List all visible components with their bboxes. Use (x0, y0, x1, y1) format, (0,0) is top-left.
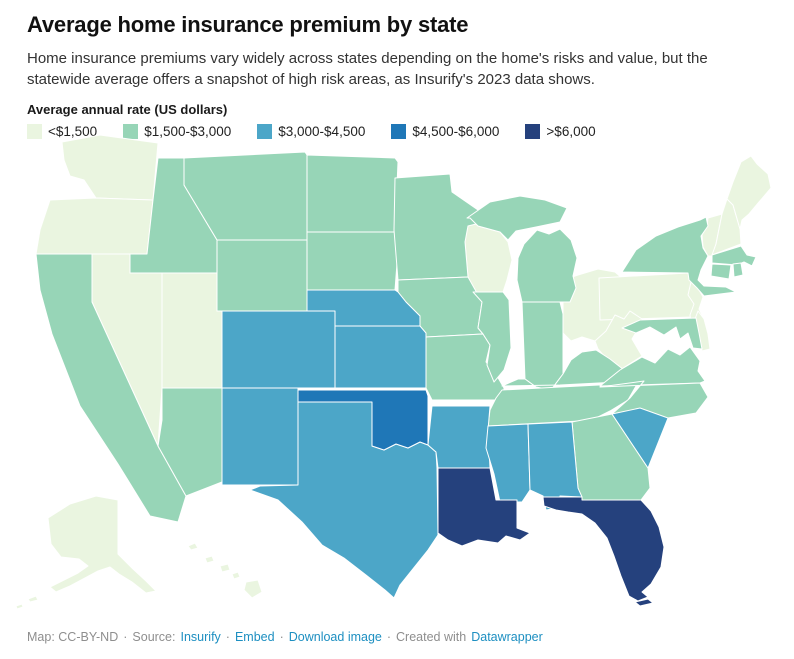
legend-swatch-2 (257, 124, 273, 139)
legend-label-2: $3,000-$4,500 (278, 124, 366, 139)
state-utah[interactable] (161, 272, 223, 389)
state-nebraska[interactable] (306, 289, 421, 327)
state-oklahoma[interactable] (297, 389, 429, 451)
legend-swatch-4 (525, 124, 541, 139)
footer-text-2: Source: (132, 630, 176, 644)
map-canvas (15, 134, 772, 610)
state-kansas[interactable] (334, 325, 427, 389)
legend-item-1: $1,500-$3,000 (117, 124, 231, 139)
state-minnesota[interactable] (393, 173, 493, 281)
legend-label-3: $4,500-$6,000 (412, 124, 500, 139)
chart-header: Average home insurance premium by state … (0, 0, 794, 139)
state-alaska[interactable] (47, 495, 157, 594)
state-florida[interactable] (542, 496, 665, 602)
state-washington[interactable] (61, 134, 159, 201)
legend-item-0: <$1,500 (21, 124, 97, 139)
state-oregon[interactable] (35, 197, 154, 255)
state-new-york[interactable] (621, 216, 737, 297)
footer-text-0: Map: CC-BY-ND (27, 630, 119, 644)
state-connecticut[interactable] (710, 263, 732, 280)
state-california[interactable] (35, 253, 187, 523)
state-south-dakota[interactable] (306, 231, 399, 291)
state-hawaii-part3[interactable] (231, 571, 241, 580)
state-hawaii-part4[interactable] (243, 579, 263, 599)
legend-label-1: $1,500-$3,000 (144, 124, 232, 139)
footer-separator: · (225, 630, 230, 644)
footer-link-datawrapper[interactable]: Datawrapper (471, 630, 543, 644)
legend: <$1,500 $1,500-$3,000 $3,000-$4,500 $4,500-… (21, 124, 767, 139)
state-hawaii-part2[interactable] (219, 563, 231, 573)
state-wyoming[interactable] (216, 239, 308, 312)
state-florida-part1[interactable] (634, 598, 654, 607)
legend-label-4: >$6,000 (546, 124, 596, 139)
footer-separator: · (279, 630, 284, 644)
footer-separator: · (386, 630, 392, 644)
state-pennsylvania[interactable] (598, 272, 698, 321)
us-choropleth-map (0, 130, 794, 627)
legend-item-2: $3,000-$4,500 (251, 124, 365, 139)
state-virginia[interactable] (599, 346, 706, 387)
state-hawaii[interactable] (187, 542, 199, 551)
footer-text-9: Created with (396, 630, 467, 644)
state-south-carolina[interactable] (611, 407, 669, 469)
state-michigan[interactable] (466, 195, 568, 241)
footer-link-embed[interactable]: Embed (234, 630, 275, 644)
state-new-mexico[interactable] (221, 387, 299, 486)
legend-swatch-3 (391, 124, 407, 139)
legend-item-3: $4,500-$6,000 (385, 124, 499, 139)
state-alaska-part1[interactable] (27, 595, 39, 603)
state-louisiana[interactable] (437, 467, 531, 547)
legend-title: Average annual rate (US dollars) (27, 102, 228, 117)
state-maine[interactable] (726, 155, 772, 230)
state-arkansas[interactable] (427, 405, 491, 469)
chart-subtitle: Home insurance premiums vary widely acro… (27, 50, 708, 88)
state-rhode-island[interactable] (732, 262, 744, 278)
footer-separator: · (123, 630, 128, 644)
state-north-dakota[interactable] (306, 154, 399, 233)
state-indiana[interactable] (521, 301, 564, 391)
legend-item-4: >$6,000 (519, 124, 596, 139)
state-colorado[interactable] (221, 310, 336, 389)
legend-swatch-0 (27, 124, 42, 139)
legend-label-0: <$1,500 (48, 124, 98, 139)
state-massachusetts[interactable] (711, 245, 757, 267)
footer-link-insurify[interactable]: Insurify (180, 630, 221, 644)
footer-attribution: Map: CC-BY-ND · Source: Insurify · Embed · Down… (27, 630, 543, 644)
footer-link-download-image[interactable]: Download image (288, 630, 382, 644)
legend-swatch-1 (123, 124, 139, 139)
state-maryland[interactable] (621, 317, 703, 350)
state-illinois[interactable] (472, 291, 512, 383)
page-title: Average home insurance premium by state (27, 12, 469, 37)
state-michigan-part1[interactable] (516, 228, 578, 303)
state-alaska-part2[interactable] (15, 603, 24, 610)
state-hawaii-part1[interactable] (204, 555, 215, 564)
